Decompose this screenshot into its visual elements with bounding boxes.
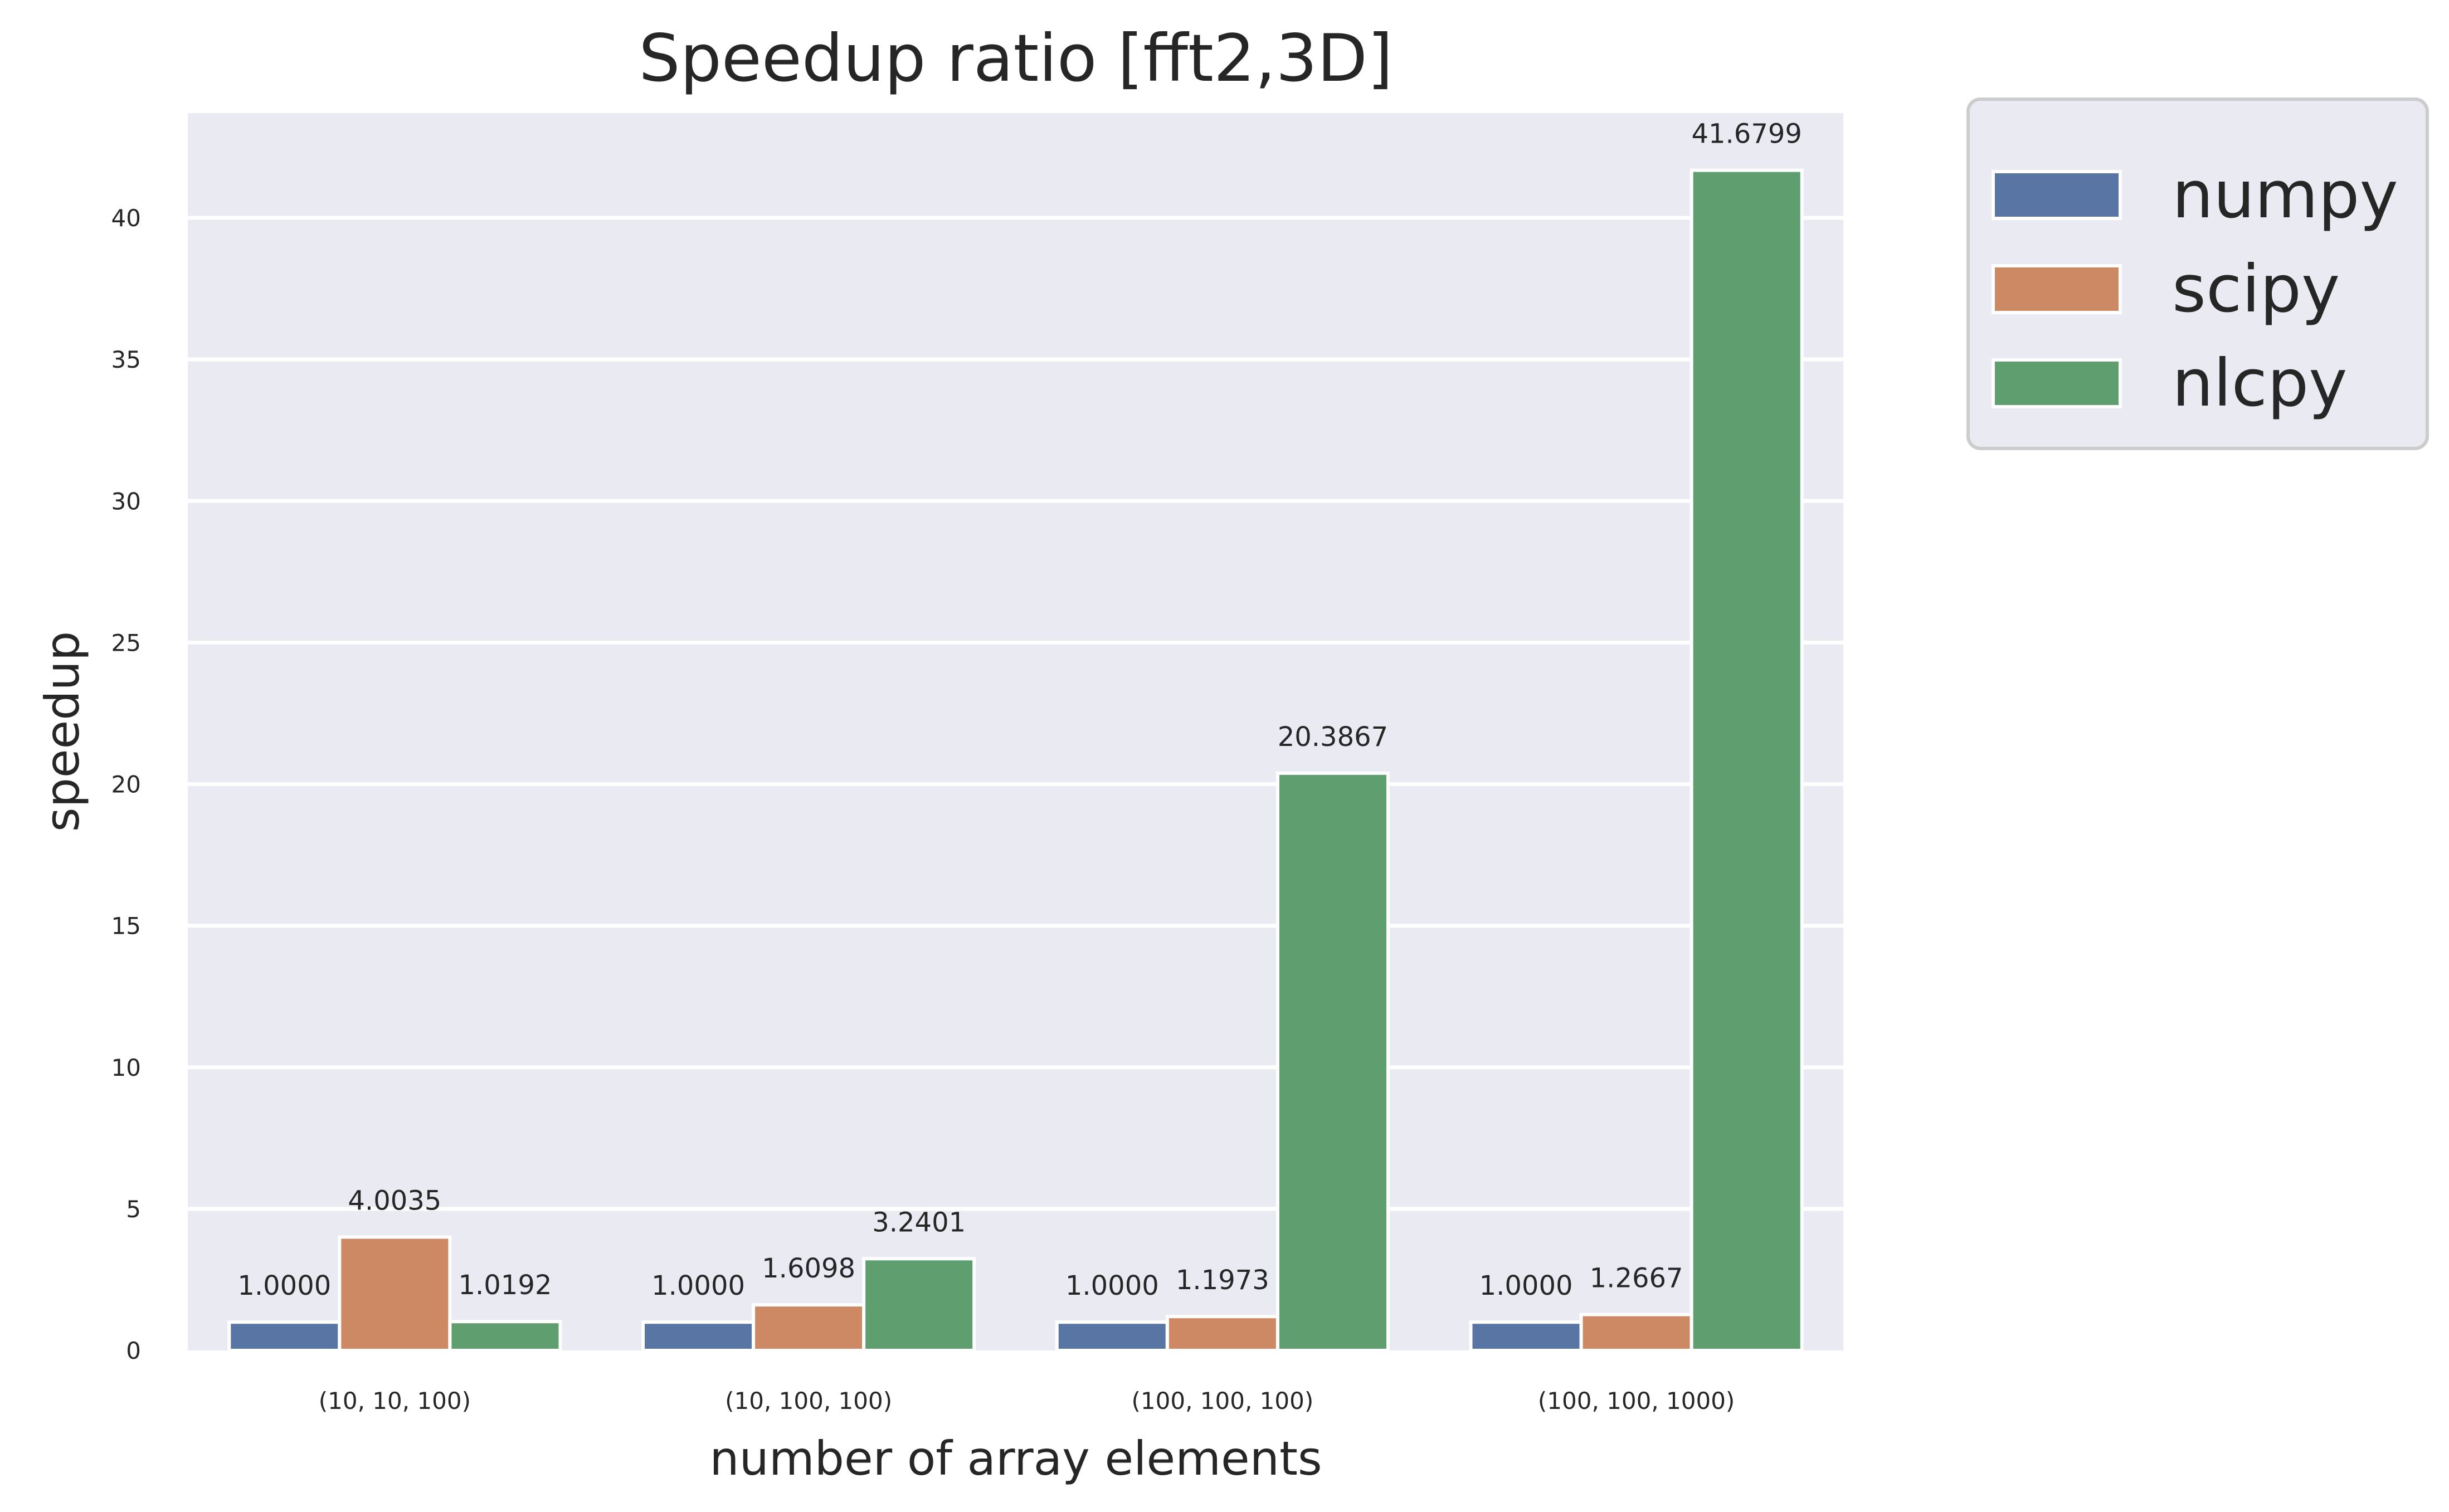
data-label: 1.0192 — [458, 1270, 552, 1301]
y-tick-label: 0 — [126, 1337, 141, 1364]
bar-numpy — [1469, 1320, 1583, 1353]
y-tick-label: 40 — [111, 204, 141, 232]
y-tick-label: 15 — [111, 913, 141, 940]
legend: numpy scipy nlcpy — [1966, 97, 2429, 450]
legend-swatch-numpy — [1992, 170, 2122, 220]
data-label: 1.0000 — [1479, 1270, 1573, 1301]
y-axis-label: speedup — [35, 631, 90, 832]
y-axis-ticks: 0 5 10 15 20 25 30 35 40 — [111, 204, 141, 1364]
x-tick-label: (10, 10, 100) — [319, 1387, 471, 1415]
bar-nlcpy — [1690, 168, 1804, 1352]
x-axis-ticks: (10, 10, 100) (10, 100, 100) (100, 100, 10… — [319, 1387, 1735, 1415]
data-labels: 1.0000 4.0035 1.0192 1.0000 1.6098 3.2401 1.00… — [237, 119, 1802, 1302]
bar-numpy — [1055, 1320, 1169, 1353]
legend-label-nlcpy: nlcpy — [2172, 345, 2348, 421]
data-label: 1.1973 — [1176, 1265, 1269, 1296]
x-tick-label: (100, 100, 1000) — [1538, 1387, 1735, 1415]
y-tick-label: 5 — [126, 1196, 141, 1223]
bar-nlcpy — [862, 1257, 976, 1353]
data-label: 1.0000 — [237, 1270, 331, 1301]
bar-scipy — [338, 1235, 452, 1352]
plot-area — [188, 113, 1843, 1350]
y-tick-label: 35 — [111, 346, 141, 373]
y-tick-label: 30 — [111, 487, 141, 515]
y-tick-label: 10 — [111, 1054, 141, 1081]
chart-title: Speedup ratio [fft2,3D] — [639, 20, 1393, 96]
bar-nlcpy — [448, 1320, 562, 1353]
x-axis-label: number of array elements — [709, 1431, 1322, 1486]
gridlines — [188, 216, 1843, 1211]
y-tick-label: 20 — [111, 771, 141, 798]
data-label: 1.2667 — [1590, 1263, 1683, 1294]
legend-label-scipy: scipy — [2172, 251, 2340, 327]
data-label: 3.2401 — [872, 1207, 966, 1238]
x-tick-label: (100, 100, 100) — [1132, 1387, 1314, 1415]
bars — [227, 168, 1804, 1353]
data-label: 4.0035 — [348, 1186, 441, 1217]
legend-swatch-nlcpy — [1992, 358, 2122, 408]
data-label: 41.6799 — [1691, 119, 1802, 150]
data-label: 1.6098 — [762, 1253, 855, 1284]
x-tick-label: (10, 100, 100) — [725, 1387, 892, 1415]
data-label: 1.0000 — [651, 1270, 745, 1301]
data-label: 20.3867 — [1278, 721, 1389, 753]
bar-nlcpy — [1275, 771, 1390, 1352]
data-label: 1.0000 — [1065, 1270, 1159, 1301]
bar-numpy — [641, 1320, 756, 1353]
legend-swatch-scipy — [1992, 264, 2122, 314]
bar-scipy — [1165, 1315, 1279, 1353]
bar-numpy — [227, 1320, 342, 1353]
bar-scipy — [1579, 1313, 1693, 1353]
y-tick-label: 25 — [111, 629, 141, 656]
bar-scipy — [752, 1303, 866, 1352]
legend-label-numpy: numpy — [2172, 157, 2398, 233]
